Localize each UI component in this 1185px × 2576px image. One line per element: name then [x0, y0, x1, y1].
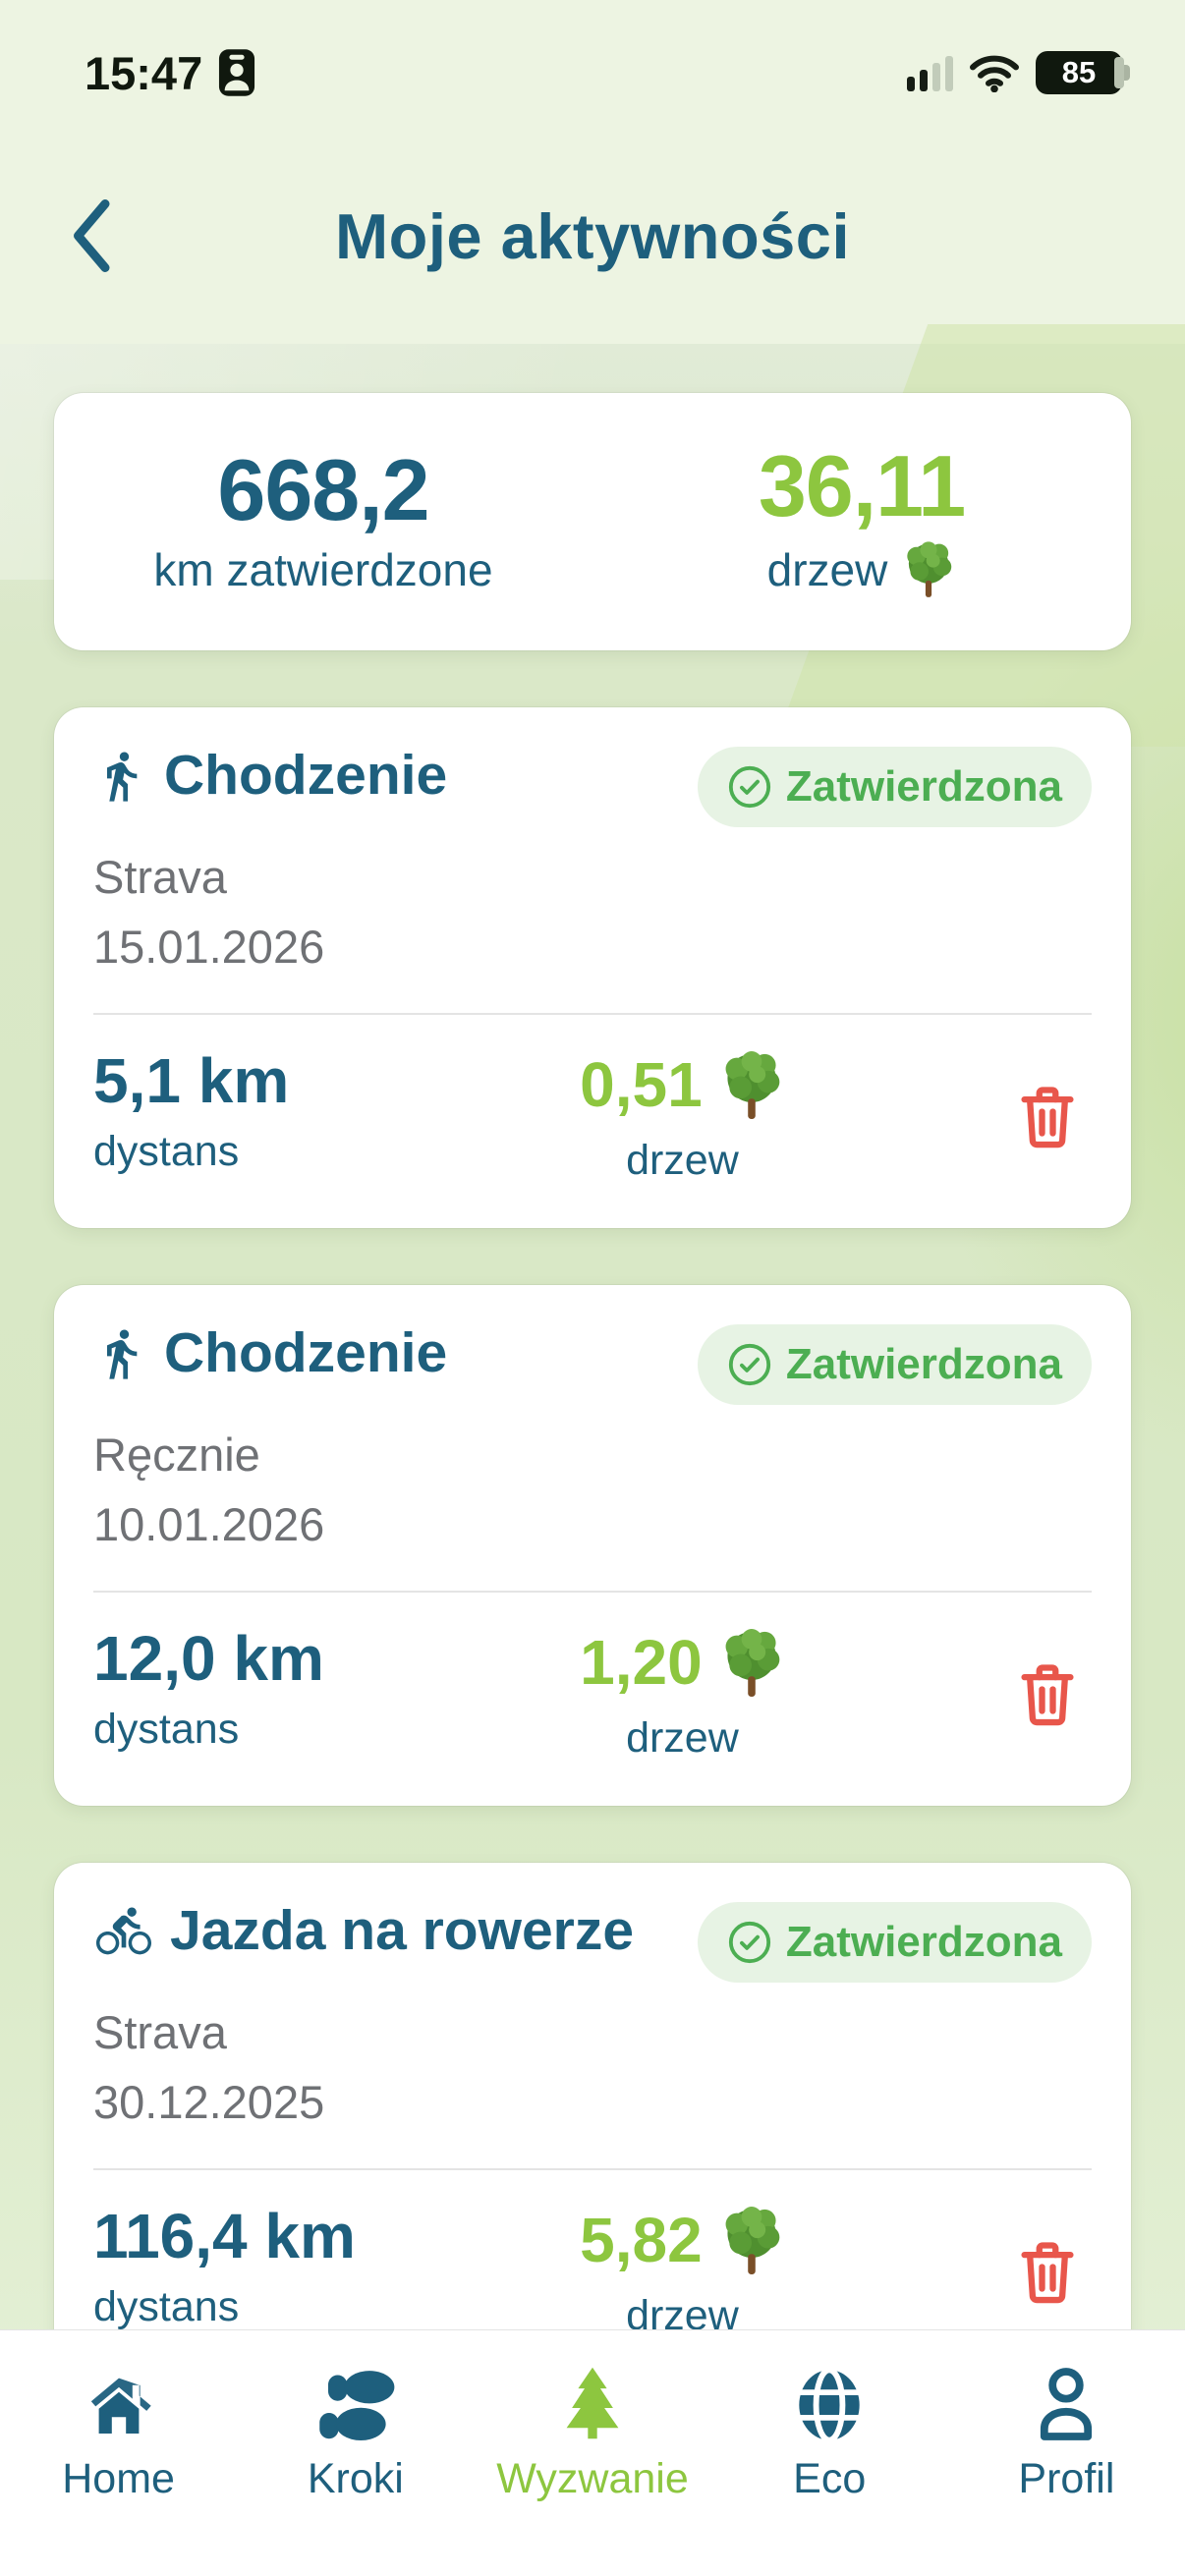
- status-badge-label: Zatwierdzona: [785, 762, 1062, 811]
- summary-distance: 668,2 km zatwierdzone: [54, 447, 592, 596]
- footprints-icon: [314, 2364, 397, 2442]
- status-badge-label: Zatwierdzona: [785, 1340, 1062, 1388]
- nav-item-kroki[interactable]: Kroki: [237, 2364, 474, 2500]
- summary-trees: 36,11 drzew: [592, 443, 1131, 600]
- distance-label: dystans: [93, 1128, 240, 1176]
- cellular-signal-icon: [907, 54, 953, 91]
- delete-button[interactable]: [1003, 2218, 1092, 2326]
- summary-distance-label: km zatwierdzone: [153, 544, 493, 595]
- wifi-icon: [969, 53, 1020, 92]
- globe-icon: [794, 2364, 865, 2442]
- trees-value: 5,82: [580, 2205, 703, 2276]
- trees-label: drzew: [626, 1714, 739, 1762]
- distance-value: 12,0 km: [93, 1623, 324, 1694]
- activity-meta: Ręcznie 10.01.2026: [93, 1421, 1092, 1559]
- summary-distance-value: 668,2: [217, 441, 429, 538]
- divider: [93, 1013, 1092, 1015]
- walking-icon: [93, 749, 148, 804]
- battery-percent: 85: [1061, 55, 1097, 89]
- back-button[interactable]: [51, 192, 130, 280]
- nav-item-home[interactable]: Home: [0, 2364, 237, 2500]
- nav-label: Profil: [1018, 2455, 1115, 2502]
- activity-date: 10.01.2026: [93, 1497, 325, 1550]
- nav-item-eco[interactable]: Eco: [711, 2364, 948, 2500]
- divider: [93, 1591, 1092, 1593]
- activity-title: Jazda na rowerze: [170, 1899, 635, 1962]
- status-time: 15:47: [85, 46, 203, 99]
- page-header: Moje aktywności: [0, 128, 1185, 344]
- activity-source: Strava: [93, 2006, 227, 2058]
- tree-emoji-icon: [901, 539, 956, 600]
- battery-icon: 85: [1036, 51, 1130, 94]
- nav-label: Eco: [793, 2455, 867, 2502]
- contact-card-icon: [218, 48, 255, 97]
- cycling-icon: [93, 1904, 154, 1959]
- bottom-nav: Home Kroki Wyzwanie: [0, 2330, 1185, 2576]
- check-circle-icon: [727, 1920, 772, 1965]
- activity-date: 15.01.2026: [93, 920, 325, 973]
- delete-button[interactable]: [1003, 1063, 1092, 1171]
- status-badge: Zatwierdzona: [697, 747, 1092, 827]
- divider: [93, 2168, 1092, 2170]
- summary-card: 668,2 km zatwierdzone 36,11 drzew: [54, 393, 1131, 650]
- delete-button[interactable]: [1003, 1641, 1092, 1749]
- activity-card: Jazda na rowerze Zatwierdzona Strava 30.…: [54, 1863, 1131, 2383]
- nav-label: Wyzwanie: [496, 2455, 689, 2502]
- activity-date: 30.12.2025: [93, 2075, 325, 2128]
- tree-emoji-icon: [718, 2204, 785, 2278]
- home-icon: [82, 2364, 156, 2442]
- status-badge: Zatwierdzona: [697, 1902, 1092, 1983]
- status-badge: Zatwierdzona: [697, 1324, 1092, 1405]
- pine-tree-icon: [560, 2364, 625, 2442]
- activity-source: Strava: [93, 851, 227, 903]
- distance-value: 116,4 km: [93, 2201, 356, 2271]
- status-bar: 15:47: [0, 0, 1185, 128]
- tree-emoji-icon: [718, 1626, 785, 1701]
- activity-card: Chodzenie Zatwierdzona Strava 15.01.2026…: [54, 707, 1131, 1228]
- nav-item-profil[interactable]: Profil: [948, 2364, 1185, 2500]
- nav-label: Home: [62, 2455, 175, 2502]
- summary-trees-value: 36,11: [758, 437, 966, 534]
- activity-title: Chodzenie: [164, 1321, 448, 1384]
- walking-icon: [93, 1326, 148, 1381]
- tree-emoji-icon: [718, 1048, 785, 1123]
- nav-item-wyzwanie[interactable]: Wyzwanie: [474, 2364, 710, 2500]
- activity-title: Chodzenie: [164, 744, 448, 807]
- activity-source: Ręcznie: [93, 1428, 260, 1481]
- check-circle-icon: [727, 764, 772, 810]
- distance-label: dystans: [93, 1706, 240, 1754]
- distance-label: dystans: [93, 2283, 240, 2331]
- content-area: 668,2 km zatwierdzone 36,11 drzew: [0, 324, 1185, 2576]
- page-title: Moje aktywności: [334, 199, 851, 272]
- check-circle-icon: [727, 1342, 772, 1387]
- activity-card: Chodzenie Zatwierdzona Ręcznie 10.01.202…: [54, 1285, 1131, 1806]
- person-icon: [1031, 2364, 1101, 2442]
- activity-meta: Strava 15.01.2026: [93, 843, 1092, 981]
- nav-label: Kroki: [307, 2455, 404, 2502]
- summary-trees-label: drzew: [766, 544, 888, 595]
- status-badge-label: Zatwierdzona: [785, 1918, 1062, 1966]
- activity-meta: Strava 30.12.2025: [93, 1998, 1092, 2137]
- trees-label: drzew: [626, 1137, 739, 1184]
- distance-value: 5,1 km: [93, 1045, 290, 1116]
- trees-value: 1,20: [580, 1627, 703, 1699]
- trees-value: 0,51: [580, 1049, 703, 1121]
